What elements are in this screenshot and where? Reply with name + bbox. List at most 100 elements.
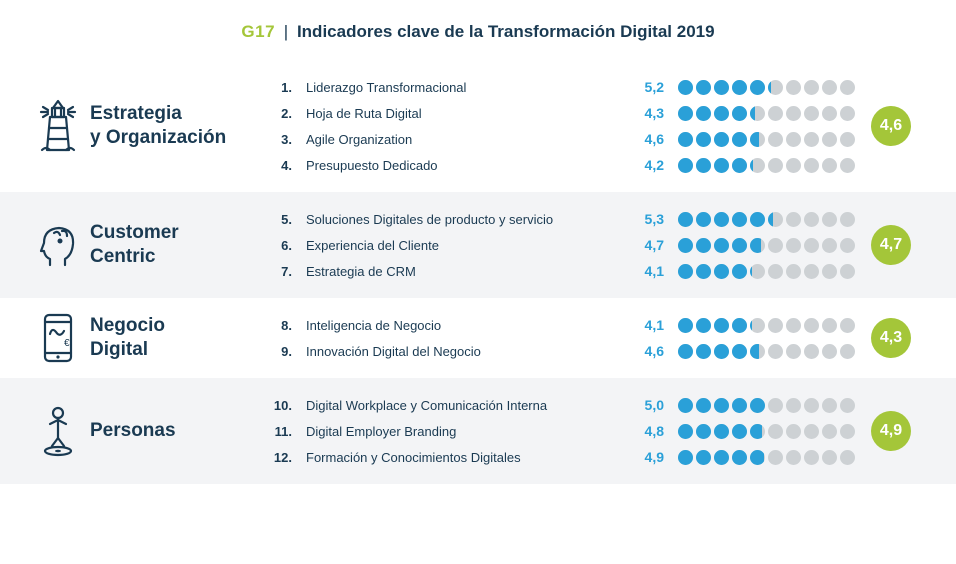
section-items: 5 Soluciones Digitales de producto y ser… (270, 206, 856, 284)
indicator-score: 4,7 (636, 237, 678, 253)
dot (768, 318, 783, 333)
dot (678, 344, 693, 359)
section-items: 1 Liderazgo Transformacional 5,2 2 Hoja … (270, 74, 856, 178)
dot (732, 238, 747, 253)
dot (822, 212, 837, 227)
indicator-row: 6 Experiencia del Cliente 4,7 (270, 232, 856, 258)
indicator-label: Hoja de Ruta Digital (296, 106, 636, 121)
dot (786, 344, 801, 359)
indicator-label: Estrategia de CRM (296, 264, 636, 279)
score-dots (678, 264, 856, 279)
dot (786, 318, 801, 333)
section-title: NegocioDigital (90, 314, 270, 362)
dot (714, 424, 729, 439)
dot (714, 238, 729, 253)
dot (768, 238, 783, 253)
average-badge: 4,3 (871, 318, 911, 358)
dot (786, 80, 801, 95)
dot (714, 158, 729, 173)
dot (678, 264, 693, 279)
dot (750, 106, 765, 121)
dot (678, 212, 693, 227)
dot (822, 80, 837, 95)
dot (732, 344, 747, 359)
dot (822, 450, 837, 465)
score-dots (678, 238, 856, 253)
dot (804, 106, 819, 121)
dot (768, 80, 783, 95)
dot (696, 80, 711, 95)
dot (768, 424, 783, 439)
head-icon (26, 221, 90, 269)
dot (822, 344, 837, 359)
indicator-number: 1 (270, 80, 296, 95)
dot (840, 398, 855, 413)
dot (786, 238, 801, 253)
dot (678, 106, 693, 121)
dot (840, 80, 855, 95)
dot (714, 132, 729, 147)
dot (840, 344, 855, 359)
dot (732, 132, 747, 147)
dot (750, 132, 765, 147)
dot (696, 344, 711, 359)
indicator-label: Experiencia del Cliente (296, 238, 636, 253)
dot (804, 238, 819, 253)
mobile-icon: € (26, 312, 90, 364)
indicator-score: 4,3 (636, 105, 678, 121)
indicator-score: 4,9 (636, 449, 678, 465)
dot (804, 158, 819, 173)
score-dots (678, 158, 856, 173)
score-dots (678, 450, 856, 465)
dot (678, 398, 693, 413)
dot (678, 132, 693, 147)
dot (840, 106, 855, 121)
page-title: G17 | Indicadores clave de la Transforma… (0, 0, 956, 60)
dot (696, 264, 711, 279)
dot (804, 318, 819, 333)
indicator-label: Formación y Conocimientos Digitales (296, 450, 636, 465)
indicator-row: 2 Hoja de Ruta Digital 4,3 (270, 100, 856, 126)
dot (714, 106, 729, 121)
dot (750, 344, 765, 359)
dot (750, 80, 765, 95)
indicator-label: Liderazgo Transformacional (296, 80, 636, 95)
dot (804, 132, 819, 147)
dot (750, 264, 765, 279)
dot (696, 424, 711, 439)
dot (714, 80, 729, 95)
dot (822, 106, 837, 121)
dot (768, 264, 783, 279)
indicator-number: 12 (270, 450, 296, 465)
indicator-row: 10 Digital Workplace y Comunicación Inte… (270, 392, 856, 418)
dot (822, 158, 837, 173)
dot (696, 450, 711, 465)
dot (804, 424, 819, 439)
indicator-label: Inteligencia de Negocio (296, 318, 636, 333)
section-items: 10 Digital Workplace y Comunicación Inte… (270, 392, 856, 470)
indicator-row: 3 Agile Organization 4,6 (270, 126, 856, 152)
dot (696, 106, 711, 121)
dot (696, 132, 711, 147)
indicator-number: 10 (270, 398, 296, 413)
dot (750, 238, 765, 253)
dot (840, 238, 855, 253)
section-title: CustomerCentric (90, 221, 270, 269)
average-badge: 4,6 (871, 106, 911, 146)
indicator-label: Presupuesto Dedicado (296, 158, 636, 173)
indicator-row: 1 Liderazgo Transformacional 5,2 (270, 74, 856, 100)
indicator-number: 6 (270, 238, 296, 253)
score-dots (678, 80, 856, 95)
dot (714, 398, 729, 413)
score-dots (678, 132, 856, 147)
dot (768, 106, 783, 121)
score-dots (678, 398, 856, 413)
dot (768, 344, 783, 359)
dot (840, 264, 855, 279)
score-dots (678, 424, 856, 439)
indicator-row: 9 Innovación Digital del Negocio 4,6 (270, 338, 856, 364)
dot (786, 424, 801, 439)
indicator-row: 11 Digital Employer Branding 4,8 (270, 418, 856, 444)
average-badge: 4,7 (871, 225, 911, 265)
dot (840, 424, 855, 439)
